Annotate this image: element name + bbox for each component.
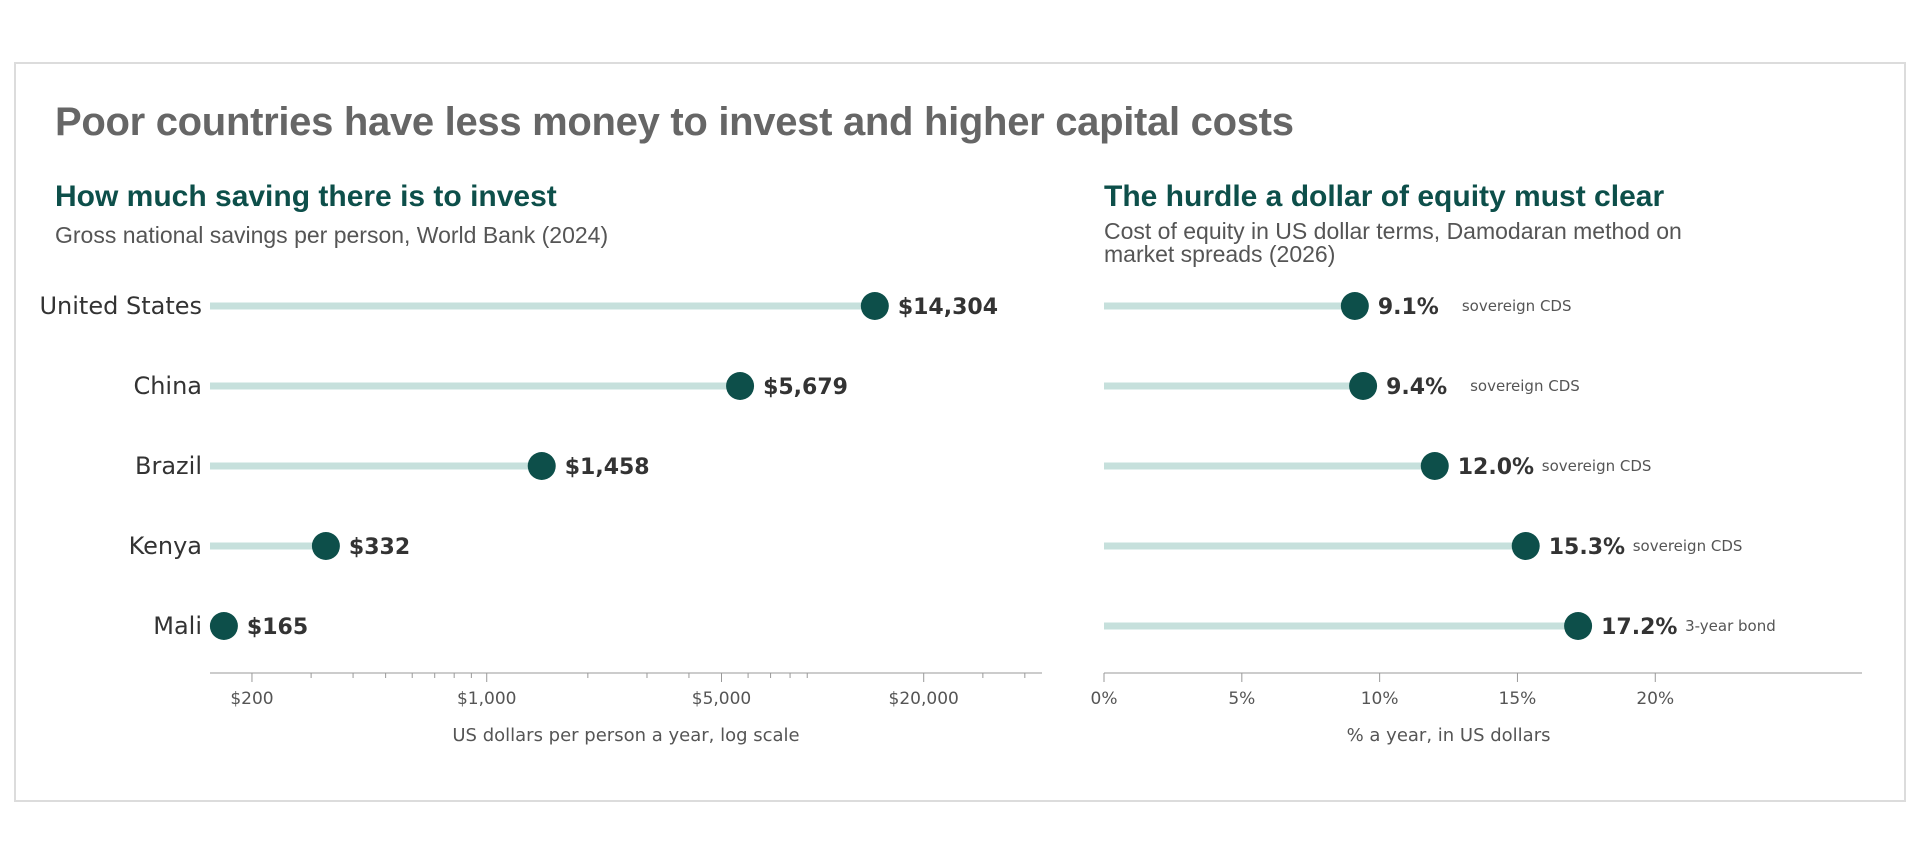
- left-value-label: $332: [349, 535, 410, 560]
- left-x-tick-label: $1,000: [457, 689, 516, 709]
- right-lollipop-dot: [1511, 532, 1540, 560]
- left-category-label: China: [133, 372, 202, 400]
- right-x-tick-label: 15%: [1499, 689, 1537, 709]
- right-value-label: 9.4%: [1386, 375, 1447, 400]
- left-lollipop-dot: [527, 452, 556, 480]
- left-category-label: Mali: [153, 612, 202, 640]
- right-value-label: 17.2%: [1601, 615, 1677, 640]
- right-panel-subtitle: Cost of equity in US dollar terms, Damod…: [1104, 218, 1682, 267]
- page-title: Poor countries have less money to invest…: [55, 100, 1294, 144]
- left-value-label: $165: [247, 615, 308, 640]
- right-annotation: sovereign CDS: [1633, 537, 1743, 555]
- left-value-label: $5,679: [763, 375, 848, 400]
- left-x-tick-label: $5,000: [692, 689, 751, 709]
- chart-frame: [14, 62, 1906, 802]
- left-lollipop-dot: [726, 372, 755, 400]
- right-value-label: 12.0%: [1458, 455, 1534, 480]
- right-x-tick-label: 5%: [1228, 689, 1255, 709]
- left-x-axis-label: US dollars per person a year, log scale: [452, 725, 799, 746]
- right-annotation: 3-year bond: [1685, 617, 1776, 635]
- right-panel-title: The hurdle a dollar of equity must clear: [1104, 180, 1665, 213]
- right-lollipop-dot: [1349, 372, 1378, 400]
- left-x-tick-label: $20,000: [889, 689, 959, 709]
- left-lollipop-dot: [311, 532, 340, 560]
- left-panel-title: How much saving there is to invest: [55, 180, 557, 213]
- right-annotation: sovereign CDS: [1462, 297, 1572, 315]
- left-category-label: Kenya: [129, 532, 202, 560]
- right-x-tick-label: 10%: [1361, 689, 1399, 709]
- right-value-label: 15.3%: [1549, 535, 1625, 560]
- right-lollipop-dot: [1420, 452, 1449, 480]
- left-category-label: Brazil: [135, 452, 202, 480]
- right-annotation: sovereign CDS: [1542, 457, 1652, 475]
- left-value-label: $14,304: [898, 295, 998, 320]
- left-panel-subtitle: Gross national savings per person, World…: [55, 222, 609, 248]
- left-category-label: United States: [39, 292, 202, 320]
- right-lollipop-dot: [1340, 292, 1369, 320]
- right-annotation: sovereign CDS: [1470, 377, 1580, 395]
- right-x-axis-label: % a year, in US dollars: [1347, 725, 1551, 746]
- right-value-label: 9.1%: [1378, 295, 1439, 320]
- left-lollipop-dot: [209, 612, 238, 640]
- right-x-tick-label: 20%: [1636, 689, 1674, 709]
- left-x-tick-label: $200: [230, 689, 273, 709]
- left-lollipop-dot: [860, 292, 889, 320]
- right-x-tick-label: 0%: [1091, 689, 1118, 709]
- right-lollipop-dot: [1564, 612, 1593, 640]
- left-value-label: $1,458: [565, 455, 650, 480]
